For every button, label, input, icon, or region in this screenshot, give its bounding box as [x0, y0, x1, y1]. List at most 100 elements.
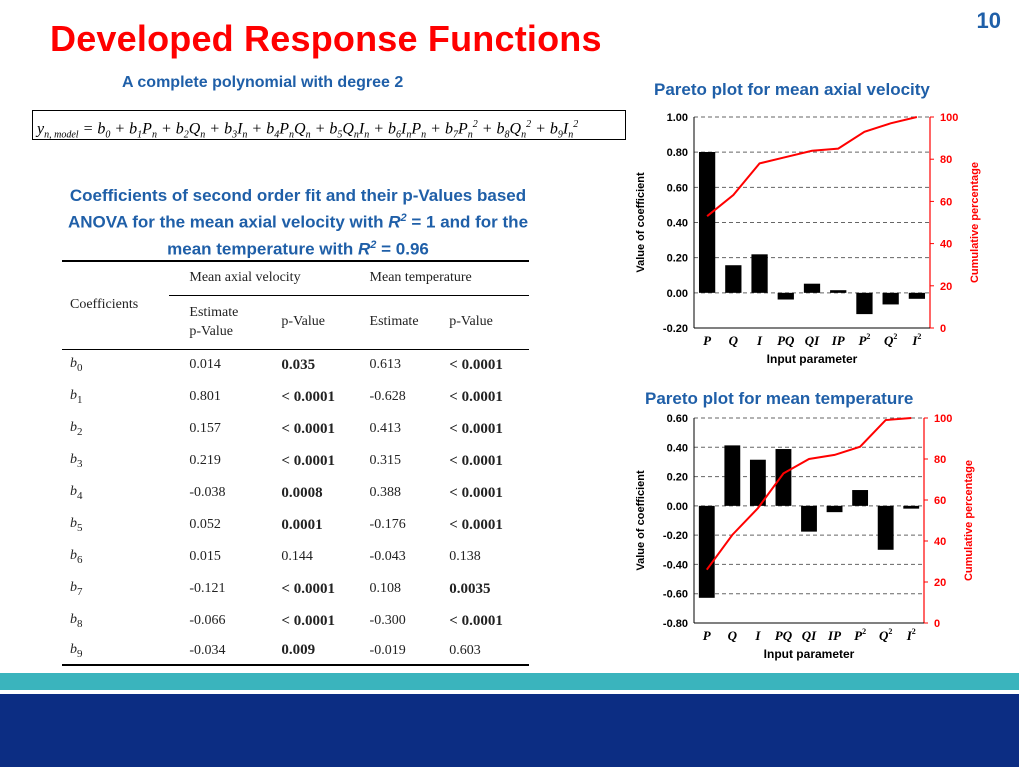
table-row: b9 -0.034 0.009 -0.019 0.603	[62, 637, 529, 666]
y2-tick-label: 80	[940, 154, 952, 166]
temperature-pvalue: 0.138	[449, 549, 481, 564]
temperature-pvalue: 0.0035	[449, 580, 491, 597]
velocity-estimate: 0.015	[189, 549, 221, 564]
y-tick-label: 0.40	[667, 442, 688, 454]
x-tick-label: QI	[802, 628, 817, 643]
temperature-estimate: -0.628	[369, 389, 406, 404]
temperature-pvalue: < 0.0001	[443, 348, 529, 381]
footer-navy-band	[0, 694, 1019, 767]
y-tick-label: 0.20	[667, 253, 688, 265]
x-axis-title: Input parameter	[764, 647, 855, 661]
y2-tick-label: 40	[934, 536, 946, 548]
y2-tick-label: 80	[934, 454, 946, 466]
y2-tick-label: 100	[934, 413, 952, 425]
velocity-pvalue: 0.035	[267, 348, 364, 381]
y2-tick-label: 20	[934, 577, 946, 589]
y-tick-label: 0.60	[667, 413, 688, 425]
coefficient-name: b7	[70, 580, 83, 598]
slide-number: 10	[976, 8, 1001, 33]
table-row: b8 -0.066 < 0.0001 -0.300 < 0.0001	[62, 605, 529, 637]
velocity-pvalue: < 0.0001	[281, 420, 335, 437]
subheader-pvalue-velocity: p-Value	[281, 314, 325, 329]
y-tick-label: -0.20	[663, 530, 688, 542]
velocity-estimate: 0.014	[169, 348, 268, 381]
velocity-estimate: -0.121	[189, 581, 226, 596]
velocity-estimate: -0.038	[189, 485, 226, 500]
x-tick-label: I	[756, 333, 763, 348]
velocity-pvalue: 0.009	[267, 637, 364, 666]
table-row: b3 0.219 < 0.0001 0.315 < 0.0001	[62, 445, 529, 477]
x-axis-title: Input parameter	[767, 352, 858, 366]
temperature-estimate: -0.300	[369, 613, 406, 628]
x-tick-label: QI	[805, 333, 820, 348]
temperature-estimate: 0.315	[369, 453, 402, 468]
coefficient-name: b6	[70, 548, 83, 566]
coefficients-table-body: b0 0.014 0.035 0.613 < 0.0001 b1 0.801 < 0.0001…	[62, 348, 529, 666]
coefficient-name: b1	[70, 388, 83, 406]
subheader-estimate-velocity: Estimate p-Value	[189, 305, 239, 339]
bar	[852, 490, 869, 506]
bar	[698, 151, 716, 293]
y-tick-label: 0.60	[667, 182, 688, 194]
x-tick-label: Q	[728, 628, 738, 643]
velocity-estimate: 0.219	[189, 453, 221, 468]
y2-tick-label: 40	[940, 239, 952, 251]
temperature-pvalue: < 0.0001	[449, 484, 503, 501]
temperature-pvalue: < 0.0001	[449, 420, 503, 437]
velocity-estimate: 0.157	[189, 421, 221, 436]
bar	[803, 283, 821, 293]
bar	[801, 505, 817, 532]
y-tick-label: 1.00	[667, 112, 688, 124]
y-axis-title: Value of coefficient	[635, 470, 647, 571]
velocity-pvalue: < 0.0001	[281, 612, 335, 629]
velocity-pvalue: < 0.0001	[281, 580, 335, 597]
table-row: b7 -0.121 < 0.0001 0.108 0.0035	[62, 573, 529, 605]
slide-title: Developed Response Functions	[50, 18, 602, 59]
y-tick-label: -0.40	[663, 559, 688, 571]
x-tick-label: I	[754, 628, 761, 643]
velocity-pvalue: 0.0001	[281, 516, 323, 533]
bar	[877, 505, 894, 550]
table-row: b4 -0.038 0.0008 0.388 < 0.0001	[62, 477, 529, 509]
velocity-pvalue: 0.144	[281, 549, 313, 564]
bar	[698, 505, 715, 598]
pareto-velocity-title: Pareto plot for mean axial velocity	[654, 80, 930, 99]
y-tick-label: -0.60	[663, 589, 688, 601]
bar	[856, 292, 873, 315]
header-mean-temperature: Mean temperature	[363, 261, 529, 296]
velocity-pvalue: < 0.0001	[281, 452, 335, 469]
coefficient-name: b8	[70, 612, 83, 630]
subheader-estimate-temperature: Estimate	[369, 314, 419, 329]
x-tick-label: P2	[854, 627, 866, 643]
coefficient-name: b9	[62, 637, 170, 666]
table-row: b5 0.052 0.0001 -0.176 < 0.0001	[62, 509, 529, 541]
footer-teal-band	[0, 673, 1019, 690]
bar	[882, 292, 899, 305]
cumulative-line	[706, 116, 918, 217]
velocity-estimate: 0.801	[189, 389, 221, 404]
bar	[749, 459, 766, 506]
footer-divider	[0, 690, 1019, 694]
velocity-estimate: 0.052	[189, 517, 221, 532]
coefficient-name: b0	[62, 348, 170, 381]
bar	[903, 505, 920, 509]
x-tick-label: IP	[827, 628, 842, 643]
bar	[725, 265, 742, 293]
x-tick-label: Q2	[884, 332, 897, 348]
y-axis-title: Value of coefficient	[635, 172, 647, 273]
table-row: b1 0.801 < 0.0001 -0.628 < 0.0001	[62, 381, 529, 413]
coefficient-name: b4	[70, 484, 83, 502]
subheader-pvalue-temperature: p-Value	[449, 314, 493, 329]
y-tick-label: 0.00	[667, 288, 688, 300]
bar	[830, 290, 847, 293]
bar	[908, 292, 926, 299]
x-tick-label: P2	[858, 332, 870, 348]
coefficient-name: b5	[70, 516, 83, 534]
coefficients-caption: Coefficients of second order fit and the…	[67, 186, 529, 259]
pareto-temperature-chart: 0.60 0.40 0.20 0.00 -0.20 -0.40 -0.60 -0.80 100 8…	[635, 413, 975, 661]
y2-tick-label: 60	[934, 495, 946, 507]
velocity-pvalue: < 0.0001	[281, 388, 335, 405]
temperature-pvalue: < 0.0001	[449, 516, 503, 533]
coefficient-name: b2	[70, 420, 83, 438]
header-mean-axial-velocity: Mean axial velocity	[169, 261, 364, 296]
